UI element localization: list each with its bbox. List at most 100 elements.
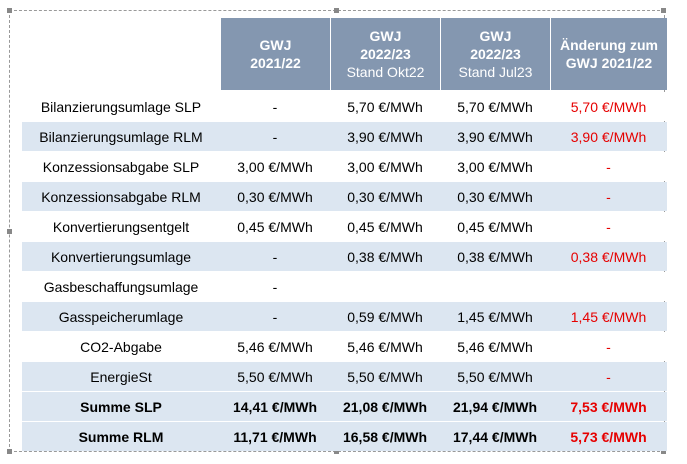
table-cell: Summe SLP: [22, 392, 220, 421]
table-cell: EnergieSt: [22, 362, 220, 391]
table-cell: -: [220, 272, 330, 301]
cell-text: 21,08 €/MWh: [342, 398, 428, 415]
header-cell: GWJ 2021/22: [220, 18, 330, 90]
cell-text: 11,71 €/MWh: [233, 428, 317, 445]
table-cell: 5,70 €/MWh: [440, 92, 550, 121]
cell-text: 5,46 €/MWh: [457, 338, 533, 355]
table-cell: 0,30 €/MWh: [440, 182, 550, 211]
cell-text: 7,53 €/MWh: [570, 398, 647, 415]
table-cell: -: [550, 152, 667, 181]
table-cell: -: [220, 242, 330, 271]
cell-text: 2022/23: [360, 46, 411, 62]
cell-text: Konzessionsabgabe RLM: [41, 188, 201, 205]
cell-text: 21,94 €/MWh: [452, 398, 538, 415]
table-cell: Konzessionsabgabe RLM: [22, 182, 220, 211]
cell-text: EnergieSt: [90, 368, 152, 385]
cell-text: -: [606, 158, 611, 175]
cell-text: -: [606, 218, 611, 235]
handle: [7, 229, 12, 234]
table-cell: 5,50 €/MWh: [220, 362, 330, 391]
table-cell: [550, 272, 667, 301]
table-cell: 3,00 €/MWh: [330, 152, 440, 181]
cell-text: 17,44 €/MWh: [452, 428, 538, 445]
cell-text: 3,00 €/MWh: [237, 158, 313, 175]
cell-text: GWJ: [479, 28, 512, 44]
cell-text: Summe SLP: [80, 398, 162, 415]
table-cell: 5,73 €/MWh: [550, 422, 667, 451]
table-cell: 3,90 €/MWh: [330, 122, 440, 151]
table-cell: 17,44 €/MWh: [440, 422, 550, 451]
cell-text: GWJ: [259, 37, 292, 53]
cell-text: 0,59 €/MWh: [347, 308, 423, 325]
table-cell: 3,00 €/MWh: [220, 152, 330, 181]
cell-text: Stand Jul23: [458, 64, 533, 80]
cell-text: 0,30 €/MWh: [457, 188, 533, 205]
table-cell: 5,70 €/MWh: [330, 92, 440, 121]
handle: [334, 449, 339, 454]
table-cell: 3,00 €/MWh: [440, 152, 550, 181]
table-cell: 21,94 €/MWh: [440, 392, 550, 421]
cell-text: Bilanzierungsumlage RLM: [39, 128, 203, 145]
cell-text: 0,38 €/MWh: [347, 248, 423, 265]
header-cell: GWJ 2022/23 Stand Okt22: [330, 18, 440, 90]
cell-text: 5,46 €/MWh: [237, 338, 313, 355]
cell-text: 0,38 €/MWh: [457, 248, 533, 265]
handle: [7, 8, 12, 13]
table-cell: 11,71 €/MWh: [220, 422, 330, 451]
table-cell: 16,58 €/MWh: [330, 422, 440, 451]
cell-text: 5,70 €/MWh: [347, 98, 423, 115]
cell-text: -: [606, 188, 611, 205]
table-cell: 0,45 €/MWh: [440, 212, 550, 241]
cell-text: 0,38 €/MWh: [570, 248, 647, 265]
header-cell: Änderung zum GWJ 2021/22: [550, 18, 667, 90]
cell-text: -: [272, 98, 278, 115]
table-cell: 3,90 €/MWh: [440, 122, 550, 151]
table-cell: 0,38 €/MWh: [550, 242, 667, 271]
cell-text: Summe RLM: [78, 428, 164, 445]
cell-text: Gasspeicherumlage: [58, 308, 184, 325]
cell-text: 1,45 €/MWh: [457, 308, 533, 325]
cell-text: 3,00 €/MWh: [457, 158, 533, 175]
table-cell: 0,38 €/MWh: [440, 242, 550, 271]
table-cell: -: [550, 362, 667, 391]
cell-text: 2022/23: [470, 46, 521, 62]
handle: [7, 449, 12, 454]
handle: [661, 449, 666, 454]
cell-text: 1,45 €/MWh: [570, 308, 647, 325]
table-cell: [440, 272, 550, 301]
cell-text: GWJ: [369, 28, 402, 44]
table-cell: -: [550, 332, 667, 361]
cell-text: 0,45 €/MWh: [457, 218, 533, 235]
table-cell: 5,50 €/MWh: [440, 362, 550, 391]
cell-text: 0,30 €/MWh: [237, 188, 313, 205]
cell-text: Konvertierungsumlage: [50, 248, 192, 265]
header-cell: GWJ 2022/23 Stand Jul23: [440, 18, 550, 90]
cell-text: 3,90 €/MWh: [570, 128, 647, 145]
cell-text: Konvertierungsentgelt: [52, 218, 190, 235]
table-cell: -: [220, 92, 330, 121]
table-cell: 5,46 €/MWh: [330, 332, 440, 361]
table-cell: Bilanzierungsumlage RLM: [22, 122, 220, 151]
cell-text: -: [606, 338, 611, 355]
table-cell: Summe RLM: [22, 422, 220, 451]
cell-text: 5,46 €/MWh: [347, 338, 423, 355]
table-cell: 3,90 €/MWh: [550, 122, 667, 151]
table-cell: -: [220, 302, 330, 331]
table-cell: 5,70 €/MWh: [550, 92, 667, 121]
table-cell: -: [550, 212, 667, 241]
table-cell: CO2-Abgabe: [22, 332, 220, 361]
table-cell: Gasbeschaffungsumlage: [22, 272, 220, 301]
cell-text: 0,30 €/MWh: [347, 188, 423, 205]
cell-text: -: [272, 248, 278, 265]
cell-text: 5,73 €/MWh: [570, 428, 647, 445]
cell-text: Änderung zum: [560, 37, 658, 53]
cell-text: Gasbeschaffungsumlage: [43, 278, 199, 295]
table-cell: 5,46 €/MWh: [440, 332, 550, 361]
table-cell: 0,30 €/MWh: [220, 182, 330, 211]
cell-text: CO2-Abgabe: [80, 338, 162, 355]
table-cell: 0,38 €/MWh: [330, 242, 440, 271]
cell-text: 5,50 €/MWh: [237, 368, 313, 385]
cell-text: Stand Okt22: [346, 64, 425, 80]
cell-text: -: [272, 128, 278, 145]
